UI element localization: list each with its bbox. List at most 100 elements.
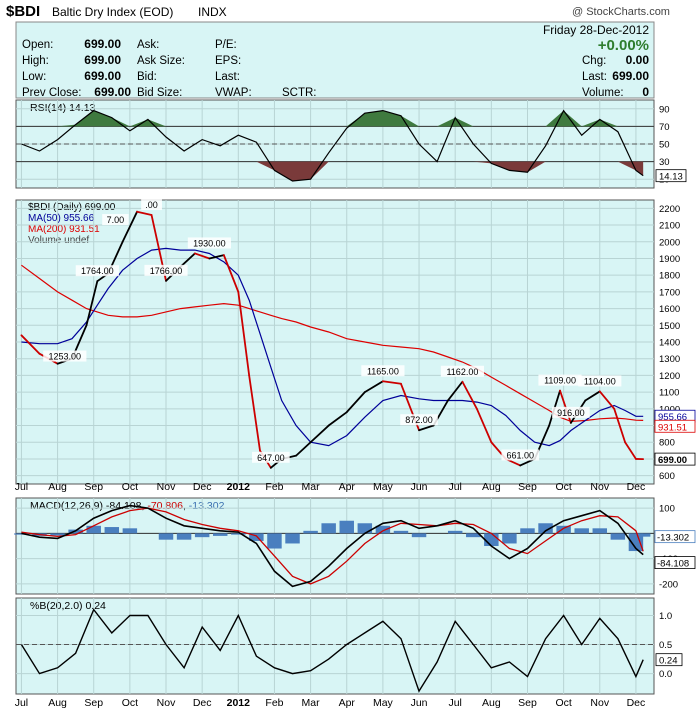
month-label-bottom: Nov [157, 697, 176, 709]
exchange-label: INDX [198, 5, 227, 19]
price-point-label-bg [578, 375, 622, 387]
macd-legend-signal: -70.806 [147, 500, 183, 512]
month-label-top: Feb [265, 481, 283, 493]
price-legend-ma200: MA(200) 931.51 [28, 224, 100, 235]
macd-tick-label: -200 [659, 579, 678, 590]
macd-histogram-bar [592, 528, 608, 534]
macd-histogram-bar [520, 528, 535, 534]
macd-histogram-bar [285, 533, 300, 544]
price-segment [136, 210, 153, 216]
macd-histogram-bar [176, 533, 192, 540]
rsi-value-label: 14.13 [659, 172, 683, 183]
price-segment [309, 424, 330, 444]
month-label-top: Dec [627, 481, 646, 493]
quote-value-high: 699.00 [84, 53, 121, 67]
month-label-top: 2012 [227, 481, 251, 493]
quote-value-last: 699.00 [612, 69, 649, 83]
quote-change-pct: +0.00% [598, 37, 649, 54]
quote-label-open: Open: [22, 39, 53, 51]
quote-label-low: Low: [22, 71, 46, 83]
ma50-line [21, 247, 644, 447]
price-tick-label: 1300 [659, 354, 680, 365]
macd-histogram-bar [447, 530, 463, 534]
price-point-label: 1109.00 [544, 376, 576, 386]
macd-histogram-bar [303, 530, 318, 534]
price-point-label-bg [75, 265, 119, 277]
quote-label-chg: Chg: [582, 55, 606, 67]
month-label-bottom: Jul [448, 697, 461, 709]
month-label-top: Sep [84, 481, 103, 493]
instrument-name: Baltic Dry Index (EOD) [52, 5, 174, 19]
month-label-top: Jul [15, 481, 28, 493]
macd-histogram-bar [628, 533, 644, 552]
price-segment [363, 380, 384, 394]
quote-value-open: 699.00 [84, 37, 121, 51]
macd-histogram-bar [466, 533, 481, 538]
rsi-title: RSI(14) 14.13 [30, 102, 96, 114]
macd-histogram-bar [321, 523, 336, 534]
quote-label-ask-size: Ask Size: [137, 55, 185, 67]
quote-label-high: High: [22, 55, 49, 67]
price-point-label: 647.00 [257, 453, 285, 463]
macd-histogram-bar [158, 533, 174, 540]
macd-value-label: -84.108 [657, 559, 689, 570]
price-tick-label: 2100 [659, 221, 680, 232]
percent-b-tick-label: 0.0 [659, 669, 672, 680]
price-tick-label: 1000 [659, 404, 680, 415]
macd-histogram-bar [375, 525, 391, 534]
quote-label-sctr: SCTR: [282, 87, 317, 99]
month-label-top: Jul [448, 481, 461, 493]
macd-histogram-bar [502, 533, 517, 544]
month-label-top: Sep [518, 481, 537, 493]
price-tick-label: 1600 [659, 304, 680, 315]
macd-panel [15, 497, 655, 595]
month-label-top: Dec [193, 481, 212, 493]
macd-histogram-bar [194, 533, 210, 538]
macd-histogram-bar [393, 530, 409, 534]
price-tick-label: 2000 [659, 237, 680, 248]
price-segment [327, 411, 348, 427]
month-label-bottom: May [373, 697, 394, 709]
rsi-tick-label: 50 [659, 140, 670, 151]
price-point-label-bg [252, 451, 290, 463]
price-point-label: 1766.00 [150, 266, 183, 276]
quote-label-volume: Volume: [582, 87, 624, 99]
month-label-top: Oct [122, 481, 138, 493]
macd-tick-label: 100 [659, 504, 675, 515]
price-point-label-bg [501, 449, 540, 461]
price-tick-label: 2200 [659, 204, 680, 215]
price-segment [624, 441, 637, 460]
price-tick-label: 600 [659, 471, 675, 482]
price-right-value-label: 699.00 [658, 455, 687, 466]
price-legend-volume: Volume undef [28, 235, 89, 246]
month-label-top: Aug [482, 481, 501, 493]
price-point-label-bg [43, 350, 87, 362]
rsi-tick-label: 90 [659, 104, 670, 115]
macd-histogram-bar [357, 523, 373, 534]
price-point-label: 1104.00 [584, 376, 616, 386]
price-tick-label: 1400 [659, 338, 680, 349]
price-point-label-bg [400, 414, 438, 426]
rsi-tick-label: 30 [659, 157, 670, 168]
macd-histogram-bar [574, 528, 589, 534]
price-right-value-label: 931.51 [658, 422, 687, 433]
price-segment [613, 407, 626, 444]
quote-value-prev-close: 699.00 [94, 85, 131, 99]
price-tick-label: 1900 [659, 254, 680, 265]
percent-b-tick-label: 1.0 [659, 611, 672, 622]
watermark: @ StockCharts.com [572, 6, 670, 18]
price-point-label: .00 [145, 200, 158, 210]
price-tick-label: 1500 [659, 321, 680, 332]
price-tick-label: 1700 [659, 287, 680, 298]
macd-histogram-bar [50, 533, 65, 536]
price-point-label: 1764.00 [81, 266, 114, 276]
price-point-label-bg [361, 365, 405, 377]
percent-b-title: %B(20,2.0) 0.24 [30, 600, 106, 612]
month-label-top: Mar [302, 481, 321, 493]
macd-histogram-bar [484, 533, 499, 546]
price-point-label-bg [538, 374, 582, 386]
month-label-bottom: Dec [193, 697, 212, 709]
quote-label-vwap: VWAP: [215, 87, 252, 99]
quote-label-pe: P/E: [215, 39, 237, 51]
macd-histogram-bar [86, 525, 101, 534]
